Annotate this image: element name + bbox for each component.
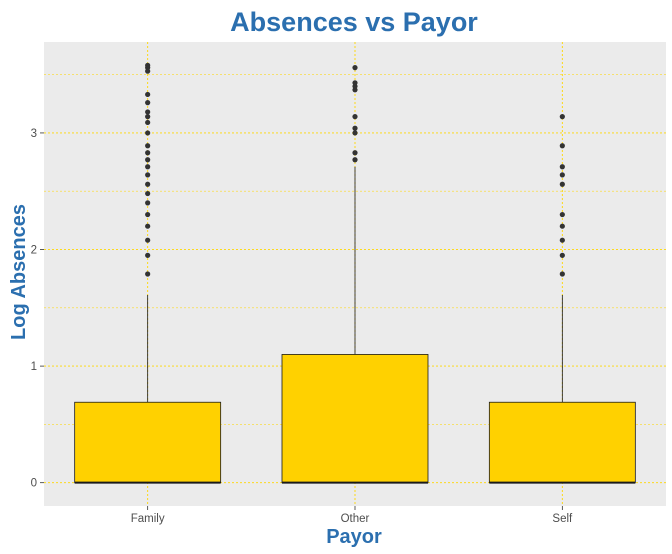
outlier-other-7: [352, 80, 358, 86]
y-tick-label-1: 1: [31, 361, 37, 373]
outlier-self-0: [559, 271, 565, 277]
outlier-family-15: [145, 114, 151, 120]
outlier-self-9: [559, 114, 565, 120]
outlier-family-12: [145, 143, 151, 149]
outlier-other-4: [352, 114, 358, 120]
outlier-other-1: [352, 150, 358, 156]
outlier-self-5: [559, 181, 565, 187]
box-body-family: [74, 401, 222, 484]
y-axis-title: Log Absences: [8, 204, 30, 340]
outlier-family-6: [145, 190, 151, 197]
y-tick-label-2: 2: [31, 245, 37, 257]
outlier-family-16: [145, 109, 151, 115]
x-axis-ticks: Family Other Self: [131, 506, 573, 525]
outlier-family-18: [145, 91, 151, 98]
outlier-self-4: [559, 211, 565, 218]
outlier-self-1: [559, 252, 565, 258]
outlier-family-9: [145, 164, 151, 170]
outlier-family-10: [145, 157, 151, 163]
y-tick-label-0: 0: [31, 478, 37, 490]
box-family: [74, 62, 222, 484]
outlier-other-2: [352, 130, 358, 136]
y-axis-ticks: 0 1 2 3: [31, 128, 44, 490]
outlier-family-2: [145, 237, 151, 243]
outlier-family-4: [145, 211, 151, 218]
outlier-family-8: [145, 172, 151, 178]
outlier-family-14: [145, 119, 151, 126]
outlier-family-7: [145, 181, 151, 187]
outlier-other-8: [352, 65, 358, 71]
outlier-family-13: [145, 130, 151, 136]
outlier-other-0: [352, 157, 358, 163]
box-self: [488, 114, 636, 484]
x-tick-label-self: Self: [552, 513, 573, 525]
y-tick-label-3: 3: [31, 128, 37, 140]
outlier-family-1: [145, 252, 151, 258]
outlier-family-0: [145, 271, 151, 277]
box-body-self: [488, 401, 636, 484]
x-tick-label-other: Other: [341, 513, 370, 525]
outlier-family-5: [145, 200, 151, 206]
outlier-self-7: [559, 164, 565, 170]
outlier-self-8: [559, 143, 565, 149]
outlier-family-21: [145, 62, 151, 68]
outlier-self-2: [559, 237, 565, 243]
outlier-family-17: [145, 100, 151, 106]
outlier-self-3: [559, 223, 565, 229]
x-tick-label-family: Family: [131, 513, 165, 525]
boxes-layer: [74, 62, 636, 484]
box-body-other: [281, 354, 429, 484]
box-other: [281, 65, 429, 484]
outlier-other-3: [352, 125, 358, 131]
outlier-family-3: [145, 223, 151, 229]
chart-title: Absences vs Payor: [230, 7, 478, 37]
outlier-self-6: [559, 172, 565, 178]
x-axis-title: Payor: [326, 526, 382, 548]
outlier-family-11: [145, 150, 151, 156]
